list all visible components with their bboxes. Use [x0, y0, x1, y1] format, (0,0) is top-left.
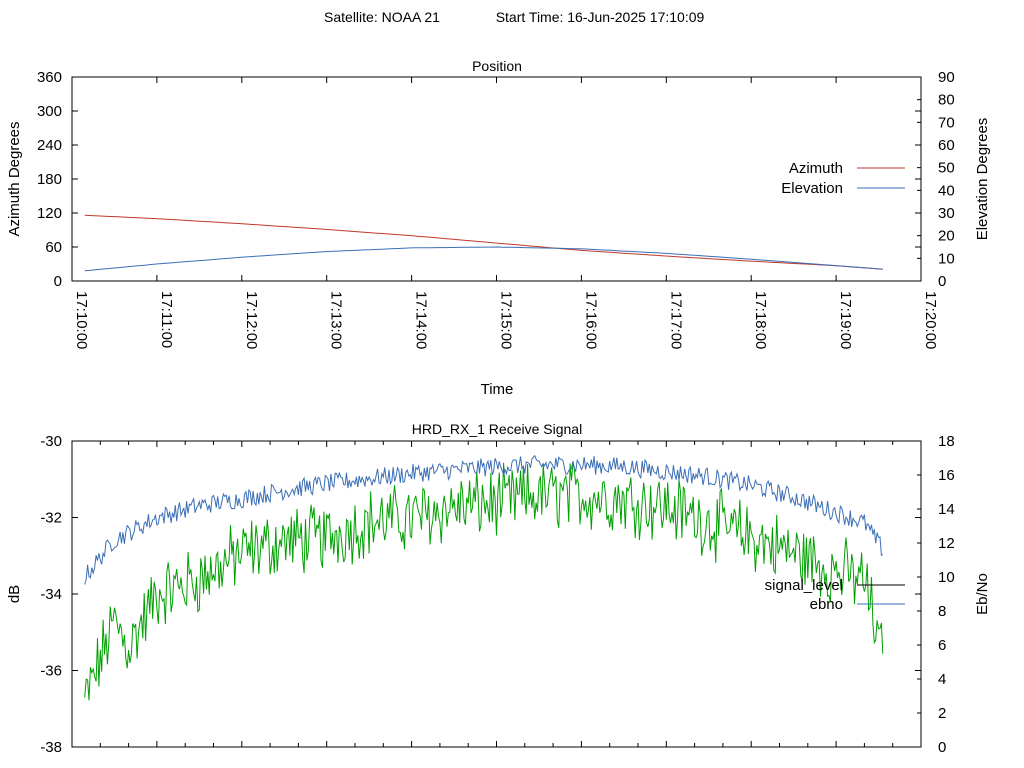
signal-y-axis-label: dB	[6, 585, 23, 603]
legend-label-Elevation: Elevation	[781, 180, 843, 197]
y-tick-label: 60	[45, 239, 62, 256]
y2-tick-label: 16	[938, 467, 955, 484]
position-y-axis-label: Azimuth Degrees	[6, 121, 23, 236]
x-tick-label: 17:18:00	[752, 291, 769, 349]
y2-tick-label: 6	[938, 637, 946, 654]
y2-tick-label: 12	[938, 535, 955, 552]
y-tick-label: -32	[40, 510, 62, 527]
y2-tick-label: 70	[938, 114, 955, 131]
y-tick-label: -34	[40, 586, 62, 603]
series-line-Azimuth	[84, 214, 883, 270]
legend-label-signal_level: signal_level	[765, 577, 843, 594]
x-tick-label: 17:10:00	[73, 291, 90, 349]
position-y2-axis-label: Elevation Degrees	[974, 118, 991, 241]
y-tick-label: 0	[54, 273, 62, 290]
series-line-Elevation	[84, 246, 883, 272]
y2-tick-label: 18	[938, 433, 955, 450]
figure-header: Satellite: NOAA 21 Start Time: 16-Jun-20…	[324, 9, 704, 25]
y-tick-label: -36	[40, 663, 62, 680]
y2-tick-label: 10	[938, 250, 955, 267]
y2-tick-label: 80	[938, 92, 955, 109]
y2-tick-label: 2	[938, 705, 946, 722]
signal-chart: HRD_RX_1 Receive Signal dB Eb/No -38 -36 -…	[6, 421, 991, 756]
signal-chart-title: HRD_RX_1 Receive Signal	[412, 421, 582, 437]
y2-tick-label: 20	[938, 228, 955, 245]
y2-tick-label: 50	[938, 160, 955, 177]
x-tick-label: 17:14:00	[413, 291, 430, 349]
y2-tick-label: 40	[938, 182, 955, 199]
y2-tick-label: 60	[938, 137, 955, 154]
legend-label-ebno: ebno	[810, 596, 843, 613]
y2-tick-label: 0	[938, 273, 946, 290]
y-tick-label: 120	[37, 205, 62, 222]
position-chart-title: Position	[472, 58, 522, 74]
y-tick-label: 240	[37, 137, 62, 154]
plot-frame	[71, 76, 922, 282]
position-x-axis-label: Time	[481, 381, 514, 398]
series-line-signal_level	[84, 462, 884, 701]
legend-label-Azimuth: Azimuth	[789, 160, 843, 177]
x-tick-label: 17:20:00	[922, 291, 939, 349]
y2-tick-label: 90	[938, 69, 955, 86]
x-tick-label: 17:13:00	[328, 291, 345, 349]
x-tick-label: 17:16:00	[582, 291, 599, 349]
x-tick-label: 17:19:00	[837, 291, 854, 349]
series-line-ebno	[84, 454, 884, 585]
y-tick-label: 180	[37, 171, 62, 188]
y2-tick-label: 8	[938, 603, 946, 620]
y-tick-label: 300	[37, 103, 62, 120]
y2-tick-label: 0	[938, 739, 946, 756]
x-tick-label: 17:17:00	[667, 291, 684, 349]
x-tick-label: 17:15:00	[498, 291, 515, 349]
y-tick-label: 360	[37, 69, 62, 86]
y2-tick-label: 10	[938, 569, 955, 586]
y2-tick-label: 30	[938, 205, 955, 222]
signal-y2-axis-label: Eb/No	[974, 573, 991, 615]
y2-tick-label: 14	[938, 501, 955, 518]
y-tick-label: -38	[40, 739, 62, 756]
x-tick-label: 17:12:00	[243, 291, 260, 349]
y-tick-label: -30	[40, 433, 62, 450]
y2-tick-label: 4	[938, 671, 946, 688]
satellite-label: Satellite: NOAA 21	[324, 9, 440, 25]
position-chart: Position Time Azimuth Degrees Elevation …	[6, 58, 991, 398]
start-time-label: Start Time: 16-Jun-2025 17:10:09	[496, 9, 705, 25]
x-tick-label: 17:11:00	[158, 291, 175, 348]
